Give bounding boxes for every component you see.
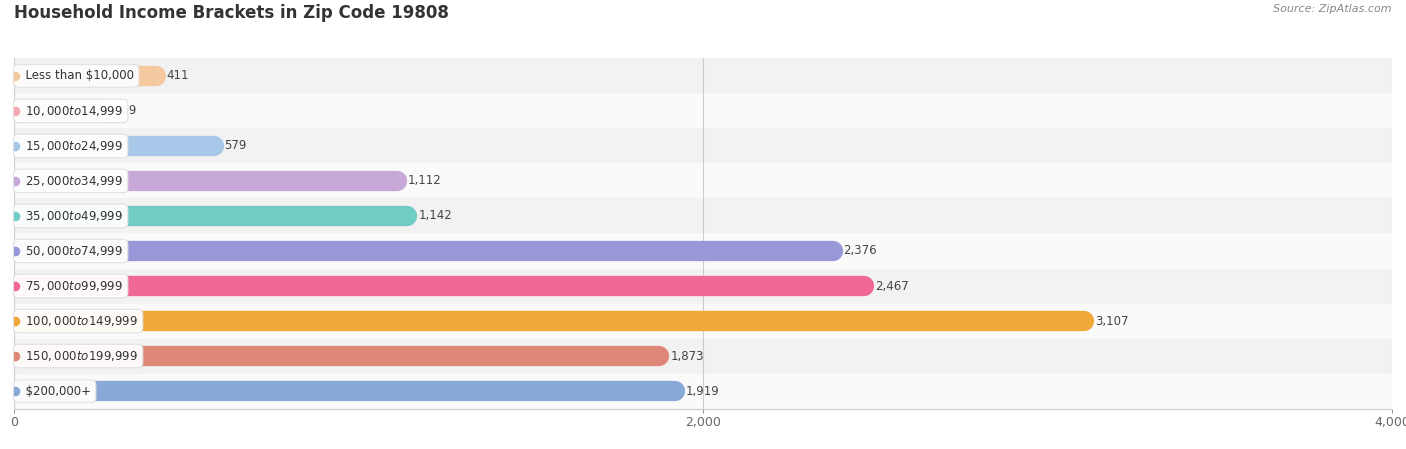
Text: 2,376: 2,376 bbox=[844, 245, 877, 257]
Bar bbox=[14, 93, 1392, 128]
Text: 1,873: 1,873 bbox=[671, 350, 704, 362]
Bar bbox=[14, 374, 1392, 409]
Text: Source: ZipAtlas.com: Source: ZipAtlas.com bbox=[1274, 4, 1392, 14]
Text: $150,000 to $199,999: $150,000 to $199,999 bbox=[18, 349, 138, 363]
Bar bbox=[14, 128, 1392, 163]
Text: 1,919: 1,919 bbox=[686, 385, 720, 397]
Text: 579: 579 bbox=[225, 140, 247, 152]
Text: $75,000 to $99,999: $75,000 to $99,999 bbox=[18, 279, 124, 293]
Text: 2,467: 2,467 bbox=[875, 280, 908, 292]
Bar bbox=[14, 198, 1392, 233]
Text: Less than $10,000: Less than $10,000 bbox=[18, 70, 134, 82]
Bar bbox=[14, 339, 1392, 374]
Text: $100,000 to $149,999: $100,000 to $149,999 bbox=[18, 314, 138, 328]
Text: $35,000 to $49,999: $35,000 to $49,999 bbox=[18, 209, 124, 223]
Text: 411: 411 bbox=[167, 70, 190, 82]
Text: 1,112: 1,112 bbox=[408, 175, 441, 187]
Text: 3,107: 3,107 bbox=[1095, 315, 1129, 327]
Bar bbox=[14, 163, 1392, 198]
Bar bbox=[14, 304, 1392, 339]
Text: $50,000 to $74,999: $50,000 to $74,999 bbox=[18, 244, 124, 258]
Text: $200,000+: $200,000+ bbox=[18, 385, 91, 397]
Bar bbox=[14, 58, 1392, 93]
Text: $25,000 to $34,999: $25,000 to $34,999 bbox=[18, 174, 124, 188]
Text: 1,142: 1,142 bbox=[419, 210, 453, 222]
Bar bbox=[14, 233, 1392, 269]
Bar bbox=[14, 269, 1392, 304]
Text: $10,000 to $14,999: $10,000 to $14,999 bbox=[18, 104, 124, 118]
Text: $15,000 to $24,999: $15,000 to $24,999 bbox=[18, 139, 124, 153]
Text: 259: 259 bbox=[114, 105, 136, 117]
Text: Household Income Brackets in Zip Code 19808: Household Income Brackets in Zip Code 19… bbox=[14, 4, 449, 22]
